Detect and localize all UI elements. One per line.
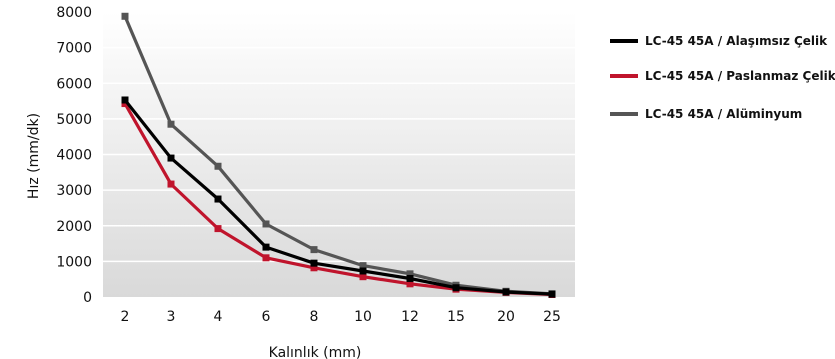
legend-label: LC-45 45A / Alaşımsız Çelik [645,34,828,48]
data-point [214,162,222,170]
y-tick-label: 3000 [56,183,92,199]
x-tick-label: 25 [543,309,561,325]
x-tick-label: 15 [447,309,465,325]
x-tick-label: 20 [497,309,515,325]
data-point [406,280,414,288]
data-point [121,96,129,104]
series-1 [121,96,556,298]
data-point [359,267,367,275]
legend-label: LC-45 45A / Alüminyum [645,107,802,121]
legend-item: LC-45 45A / Alüminyum [610,107,802,121]
data-point [167,180,175,188]
data-point [359,273,367,281]
y-tick-label: 6000 [56,76,92,92]
data-point [310,259,318,267]
x-axis-ticks: 2 3 4 6 8 10 12 15 20 25 [121,309,561,325]
data-point [452,284,460,292]
data-point [262,243,270,251]
data-point [359,262,367,270]
x-tick-label: 12 [401,309,419,325]
data-point [167,120,175,128]
data-point [167,154,175,162]
x-tick-label: 3 [167,309,176,325]
y-tick-label: 2000 [56,219,92,235]
y-tick-label: 7000 [56,41,92,57]
data-point [214,225,222,233]
series-layer [121,12,556,299]
y-tick-label: 4000 [56,148,92,164]
data-point [121,100,129,108]
series-line [123,99,553,296]
data-point [121,12,129,20]
y-tick-label: 5000 [56,112,92,128]
data-point [310,246,318,254]
data-point [406,274,414,282]
y-tick-label: 8000 [56,5,92,21]
y-tick-label: 0 [83,290,92,306]
x-tick-label: 10 [354,309,372,325]
legend-item: LC-45 45A / Paslanmaz Çelik [610,69,835,83]
legend-label: LC-45 45A / Paslanmaz Çelik [645,69,835,83]
plot-background [103,12,575,297]
x-tick-label: 2 [121,309,130,325]
data-point [502,288,510,296]
data-point [214,195,222,203]
data-point [310,264,318,272]
x-tick-label: 4 [214,309,223,325]
legend: LC-45 45A / Alaşımsız Çelik LC-45 45A / P… [610,34,835,121]
data-point [262,220,270,228]
data-point [406,270,414,278]
y-tick-label: 1000 [56,254,92,270]
y-axis-title: Hız (mm/dk) [26,113,42,199]
x-axis-title: Kalınlık (mm) [269,345,362,359]
data-point [548,290,556,298]
y-axis-ticks: 0 1000 2000 3000 4000 5000 6000 7000 8000 [56,5,92,306]
legend-item: LC-45 45A / Alaşımsız Çelik [610,34,828,48]
data-point [262,254,270,262]
x-tick-label: 6 [262,309,271,325]
x-tick-label: 8 [310,309,319,325]
